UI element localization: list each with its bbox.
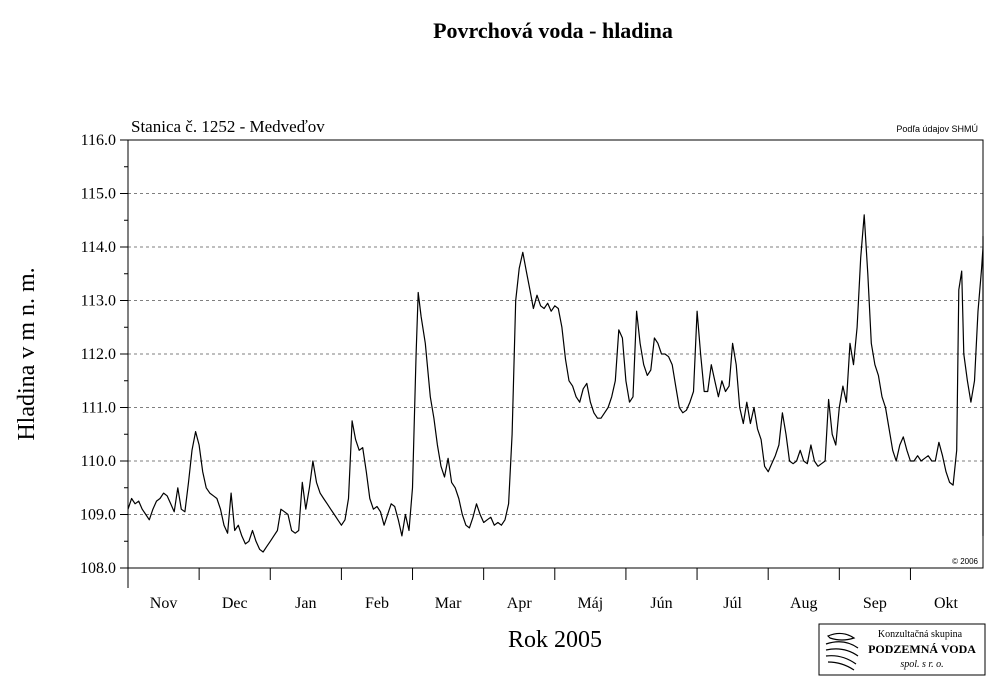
company-logo: Konzultačná skupina PODZEMNÁ VODA spol. …: [818, 623, 986, 676]
x-tick-label: Júl: [723, 595, 742, 612]
logo-line1: Konzultačná skupina: [878, 629, 963, 640]
logo-mark-icon: [825, 632, 859, 671]
x-axis: Nov Dec Jan Feb Mar Apr Máj Jún Júl Aug Sep Okt: [127, 568, 959, 612]
y-tick-label: 109.0: [80, 507, 116, 524]
x-tick-label: Okt: [934, 595, 959, 612]
x-tick-label: Sep: [863, 595, 887, 612]
y-tick-label: 115.0: [81, 186, 116, 203]
x-tick-label: Mar: [435, 595, 462, 612]
x-tick-label: Dec: [222, 595, 248, 612]
x-tick-label: Jún: [650, 595, 672, 612]
series-line: [127, 214, 984, 553]
y-tick-label: 112.0: [81, 346, 116, 363]
y-tick-label: 114.0: [81, 239, 116, 256]
x-tick-label: Apr: [507, 595, 533, 612]
logo-line3: spol. s r. o.: [900, 659, 943, 670]
y-tick-label: 116.0: [81, 132, 116, 149]
logo-line2: PODZEMNÁ VODA: [868, 642, 976, 656]
y-tick-label: 111.0: [81, 400, 116, 417]
x-axis-label: Rok 2005: [508, 627, 602, 653]
x-tick-label: Aug: [790, 595, 818, 612]
y-axis: 108.0 109.0 110.0 111.0 112.0 113.0 114.0 115.0…: [80, 132, 128, 577]
y-tick-label: 113.0: [81, 293, 116, 310]
y-tick-label: 108.0: [80, 560, 116, 577]
x-tick-label: Máj: [577, 595, 603, 612]
x-tick-label: Nov: [150, 595, 178, 612]
x-tick-label: Jan: [295, 595, 316, 612]
chart-title: Povrchová voda - hladina: [433, 18, 673, 43]
copyright-note: © 2006: [952, 557, 978, 566]
y-tick-label: 110.0: [81, 453, 116, 470]
y-axis-label: Hladina v m n. m.: [14, 267, 40, 440]
x-tick-label: Feb: [365, 595, 389, 612]
station-label: Stanica č. 1252 - Medveďov: [131, 117, 325, 136]
source-note: Podľa údajov SHMÚ: [896, 124, 978, 134]
grid-lines: [128, 193, 983, 515]
